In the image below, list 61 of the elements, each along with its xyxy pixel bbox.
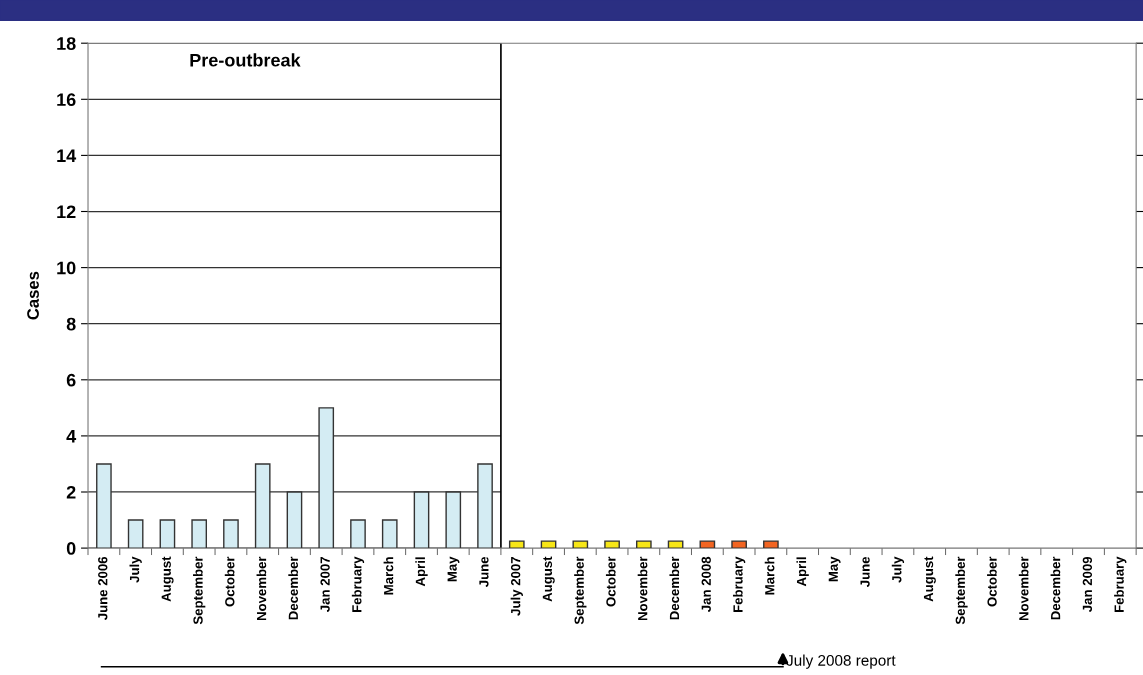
x-tick-label: May <box>447 556 460 582</box>
y-tick-label: 2 <box>66 485 76 499</box>
y-tick-label: 14 <box>57 149 77 162</box>
bar <box>699 540 716 549</box>
x-tick-label: October <box>987 556 997 607</box>
x-tick-label: December <box>1050 556 1061 620</box>
bar <box>572 540 589 549</box>
bar <box>731 540 747 549</box>
bar <box>635 540 652 549</box>
x-tick-label: Jan 2007 <box>320 557 330 612</box>
x-tick-label: April <box>796 557 809 587</box>
x-tick-label: October <box>224 556 235 607</box>
x-tick-label: Jan 2008 <box>701 556 711 612</box>
x-tick-label: December <box>288 556 298 620</box>
y-tick-label: 6 <box>66 373 76 387</box>
bar <box>667 540 684 549</box>
text: July 2008 report <box>786 654 896 669</box>
x-tick-label: August <box>923 556 936 602</box>
x-tick-label: February <box>732 556 746 613</box>
x-tick-label: July 2007 <box>510 557 523 616</box>
x-tick-label: July <box>891 556 905 583</box>
x-tick-label: February <box>351 556 365 613</box>
y-tick-label: 18 <box>57 37 76 50</box>
bar <box>159 519 176 549</box>
x-tick-label: March <box>764 557 775 595</box>
y-tick-label: 16 <box>57 93 76 107</box>
bar <box>508 540 525 549</box>
y-tick-label: 10 <box>57 261 76 275</box>
bar <box>127 519 144 549</box>
x-tick-label: July <box>129 556 142 583</box>
x-tick-label: Jan 2009 <box>1082 556 1093 612</box>
x-tick-label: June <box>860 556 870 588</box>
bar <box>604 540 620 549</box>
bar <box>350 519 366 549</box>
x-tick-label: September <box>193 556 206 625</box>
x-tick-label: August <box>161 556 174 602</box>
y-tick-label: 0 <box>66 542 76 555</box>
x-tick-label: June 2006 <box>98 556 108 621</box>
x-tick-label: November <box>637 556 648 621</box>
bar <box>540 540 557 549</box>
x-tick-label: June <box>479 556 489 588</box>
x-tick-label: September <box>574 556 587 625</box>
bar <box>191 519 208 549</box>
x-tick-label: December <box>669 556 680 620</box>
y-axis-title: Cases <box>27 271 39 320</box>
bar <box>223 519 239 549</box>
x-tick-label: March <box>383 557 394 595</box>
y-tick-label: 8 <box>66 317 76 331</box>
y-tick-label: 12 <box>57 205 76 219</box>
x-tick-label: October <box>605 556 616 607</box>
x-tick-label: September <box>955 556 968 625</box>
x-tick-label: November <box>1018 556 1029 621</box>
bar <box>381 519 398 549</box>
y-tick-label: 4 <box>66 430 77 443</box>
x-tick-label: May <box>828 556 841 582</box>
x-tick-label: November <box>256 556 267 621</box>
x-tick-label: April <box>415 557 428 587</box>
bar <box>763 540 779 549</box>
x-tick-label: February <box>1114 556 1127 613</box>
x-tick-label: August <box>542 556 555 602</box>
ref-line-label: Pre-outbreak <box>190 53 301 67</box>
